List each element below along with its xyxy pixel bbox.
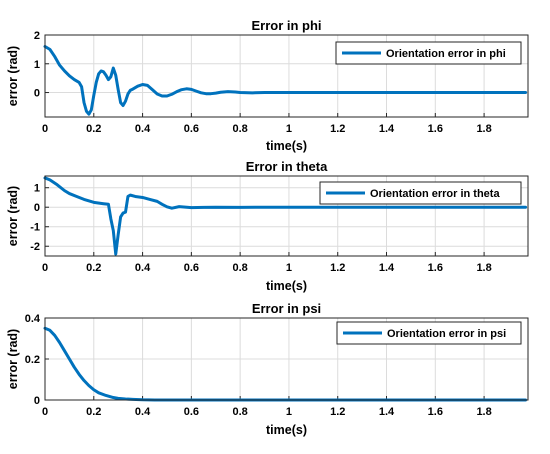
- x-tick-label: 0.4: [135, 262, 151, 274]
- series-line: [43, 45, 528, 116]
- y-axis-label: error (rad): [6, 186, 20, 246]
- chart-title: Error in psi: [252, 301, 321, 316]
- legend-label: Orientation error in phi: [386, 48, 506, 60]
- x-tick-label: 1.2: [330, 123, 345, 135]
- chart-title: Error in phi: [251, 18, 321, 33]
- x-tick-label: 1.8: [476, 123, 491, 135]
- panel-theta: Error in theta 0 0.2 0.4 0.6 0.8 1 1.2 1.4 1.6 1.…: [6, 159, 529, 293]
- panel-phi: Error in phi 0 0.2 0.4 0.6 0.8 1 1.2 1.4 1.6 1.80…: [6, 18, 529, 153]
- x-tick-label: 1.4: [379, 406, 395, 418]
- x-tick-label: 0.8: [233, 406, 248, 418]
- legend-box: [319, 181, 522, 205]
- y-tick-label: -1: [30, 222, 40, 234]
- x-tick-label: 0.2: [86, 262, 101, 274]
- x-tick-label: 0.6: [184, 123, 199, 135]
- panel-psi: Error in psi 0 0.2 0.4 0.6 0.8 1 1.2 1.4 1.6 1.8 0…: [6, 301, 529, 437]
- ticks: 0 0.2 0.4 0.6 0.8 1 1.2 1.4 1.6 1.8 -2 -1 0 1: [30, 183, 492, 274]
- x-tick-label: 0.8: [233, 262, 248, 274]
- x-axis-label: time(s): [266, 279, 307, 293]
- x-tick-label: 0: [42, 123, 48, 135]
- x-tick-label: 0.8: [233, 123, 248, 135]
- axis-frame: [44, 34, 529, 118]
- x-axis-label: time(s): [266, 139, 307, 153]
- x-tick-label: 1: [286, 123, 292, 135]
- series-line: [43, 176, 528, 256]
- x-tick-label: 0.2: [86, 406, 101, 418]
- y-tick-label: 0.4: [25, 313, 41, 325]
- legend-box: [336, 321, 522, 345]
- x-tick-label: 0.4: [135, 123, 151, 135]
- x-tick-label: 1.8: [476, 262, 491, 274]
- y-tick-label: 1: [34, 59, 40, 71]
- x-tick-label: 0.6: [184, 262, 199, 274]
- y-tick-label: 2: [34, 30, 40, 42]
- y-tick-label: 1: [34, 183, 40, 195]
- y-tick-label: -2: [30, 241, 40, 253]
- x-axis-label: time(s): [266, 423, 307, 437]
- x-tick-label: 1.6: [428, 123, 443, 135]
- y-tick-label: 0: [34, 88, 40, 100]
- x-tick-label: 1.2: [330, 406, 345, 418]
- legend-box: [335, 41, 522, 65]
- x-tick-label: 1.4: [379, 262, 395, 274]
- y-tick-label: 0: [34, 395, 40, 407]
- y-axis-label: error (rad): [6, 46, 20, 106]
- x-tick-label: 1.4: [379, 123, 395, 135]
- x-tick-label: 1.8: [476, 406, 491, 418]
- x-tick-label: 1.2: [330, 262, 345, 274]
- x-tick-label: 1.6: [428, 262, 443, 274]
- legend-label: Orientation error in theta: [370, 188, 500, 200]
- legend: Orientation error in psi: [336, 321, 522, 345]
- ticks: 0 0.2 0.4 0.6 0.8 1 1.2 1.4 1.6 1.8 0 1 2: [34, 30, 492, 135]
- y-axis-label: error (rad): [6, 329, 20, 389]
- x-tick-label: 0: [42, 406, 48, 418]
- x-tick-label: 0.4: [135, 406, 151, 418]
- legend-label: Orientation error in psi: [387, 328, 506, 340]
- y-tick-label: 0.2: [25, 354, 40, 366]
- x-tick-label: 1: [286, 406, 292, 418]
- x-tick-label: 1.6: [428, 406, 443, 418]
- chart-title: Error in theta: [246, 159, 328, 174]
- x-tick-label: 0.2: [86, 123, 101, 135]
- x-tick-label: 0.6: [184, 406, 199, 418]
- axis-frame: [44, 175, 529, 257]
- y-tick-label: 0: [34, 202, 40, 214]
- x-tick-label: 0: [42, 262, 48, 274]
- axis-frame: [44, 317, 529, 401]
- legend: Orientation error in theta: [319, 181, 522, 205]
- legend: Orientation error in phi: [335, 41, 522, 65]
- x-tick-label: 1: [286, 262, 292, 274]
